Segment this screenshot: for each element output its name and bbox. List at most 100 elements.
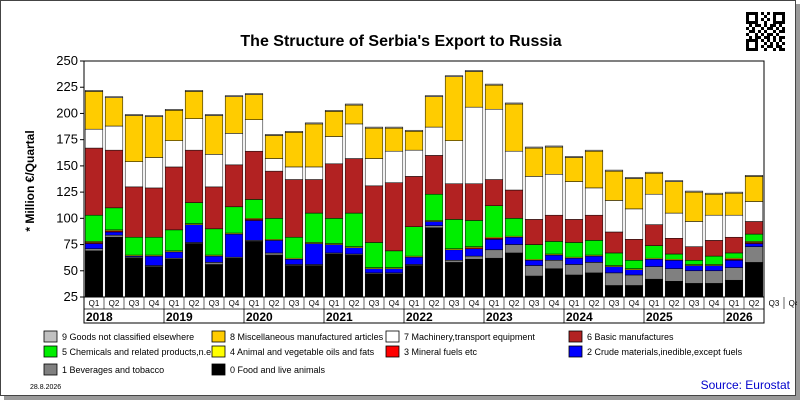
- bar-segment: [124, 186, 144, 238]
- bar-stack: [404, 129, 424, 298]
- bar-stack: [484, 83, 504, 298]
- legend-label: 2 Crude materials,inedible,except fuels: [587, 347, 743, 357]
- year-label: 2025: [646, 310, 673, 324]
- qr-module: [767, 33, 770, 36]
- quarter-label: Q2: [109, 299, 120, 308]
- bar-segment: [204, 228, 224, 256]
- bar-stack: [724, 191, 744, 298]
- quarter-label: Q4: [309, 299, 320, 308]
- qr-module: [758, 30, 761, 33]
- y-tick-label: 75: [64, 237, 78, 252]
- year-label: 2023: [486, 310, 513, 324]
- bar-segment: [504, 252, 524, 298]
- bar-segment: [624, 274, 644, 286]
- bar-segment: [504, 189, 524, 219]
- bar-segment: [184, 224, 204, 243]
- qr-finder-inner: [749, 42, 755, 48]
- bar-segment: [104, 125, 124, 151]
- qr-module: [770, 24, 773, 27]
- bar-segment: [364, 268, 384, 274]
- bar-segment: [264, 134, 284, 136]
- bar-stack: [284, 131, 304, 298]
- bar-segment: [344, 123, 364, 159]
- bar-segment: [124, 115, 144, 162]
- bar-segment: [724, 192, 744, 216]
- bar-stack: [684, 190, 704, 298]
- bar-segment: [84, 248, 104, 252]
- bar-stack: [584, 149, 604, 298]
- quarter-label: Q1: [729, 299, 740, 308]
- bar-segment: [564, 156, 584, 158]
- bar-segment: [604, 252, 624, 266]
- bar-segment: [384, 273, 404, 298]
- bar-segment: [704, 240, 724, 257]
- bar-segment: [744, 243, 764, 247]
- bar-segment: [204, 262, 224, 265]
- qr-module: [767, 18, 770, 21]
- bar-segment: [744, 176, 764, 202]
- bar-segment: [144, 116, 164, 158]
- bar-segment: [644, 172, 664, 195]
- bar-segment: [424, 225, 444, 229]
- bar-segment: [644, 278, 664, 298]
- bar-segment: [324, 163, 344, 219]
- qr-module: [761, 45, 764, 48]
- bar-segment: [504, 103, 524, 152]
- legend-label: 1 Beverages and tobacco: [62, 365, 164, 375]
- bar-segment: [584, 150, 604, 189]
- bar-stack: [164, 109, 184, 298]
- bar-segment: [404, 265, 424, 298]
- bar-segment: [104, 149, 124, 209]
- quarter-label: Q3: [209, 299, 220, 308]
- quarter-label: Q2: [349, 299, 360, 308]
- bar-segment: [224, 257, 244, 298]
- bar-segment: [384, 182, 404, 252]
- qr-finder-inner: [776, 15, 782, 21]
- bar-segment: [644, 171, 664, 174]
- bar-segment: [604, 200, 624, 233]
- bar-segment: [224, 96, 244, 134]
- qr-module: [773, 36, 776, 39]
- bar-segment: [704, 192, 724, 195]
- bar-segment: [564, 181, 584, 220]
- qr-module: [770, 45, 773, 48]
- bar-segment: [224, 206, 244, 234]
- y-tick-label: 200: [56, 105, 78, 120]
- qr-module: [764, 48, 767, 51]
- qr-finder-inner: [749, 15, 755, 21]
- bar-stack: [224, 95, 244, 298]
- legend-swatch: [568, 345, 583, 358]
- bar-segment: [544, 145, 564, 148]
- bar-segment: [224, 95, 244, 97]
- qr-module: [764, 15, 767, 18]
- bar-segment: [744, 246, 764, 263]
- bar-segment: [404, 129, 424, 132]
- legend-swatch: [385, 330, 400, 343]
- bar-segment: [304, 212, 324, 243]
- bar-segment: [684, 260, 704, 265]
- bar-segment: [644, 224, 664, 246]
- bar-segment: [244, 220, 264, 241]
- bar-segment: [684, 265, 704, 272]
- legend-label: 0 Food and live animals: [230, 365, 326, 375]
- y-tick-label: 50: [64, 263, 78, 278]
- bar-segment: [604, 285, 624, 298]
- bar-segment: [744, 233, 764, 242]
- x-axis: Q1 Q2 Q3 Q4 Q1 Q2 Q3 Q4 Q1 Q2 Q3 Q4 Q1 Q2 Q3 Q4 Q1 Q2 Q3 Q4…: [83, 296, 797, 324]
- qr-module: [746, 33, 749, 36]
- bar-segment: [344, 104, 364, 125]
- bar-segment: [244, 150, 264, 200]
- bar-segment: [144, 255, 164, 266]
- bar-segment: [544, 214, 564, 242]
- bar-segment: [444, 260, 464, 263]
- qr-module: [755, 24, 758, 27]
- bar-segment: [484, 257, 504, 298]
- bar-segment: [144, 187, 164, 238]
- bar-segment: [604, 231, 624, 254]
- bar-stack: [424, 95, 444, 298]
- bar-segment: [284, 131, 304, 133]
- bar-segment: [464, 220, 484, 247]
- bar-segment: [264, 218, 284, 240]
- qr-module: [773, 30, 776, 33]
